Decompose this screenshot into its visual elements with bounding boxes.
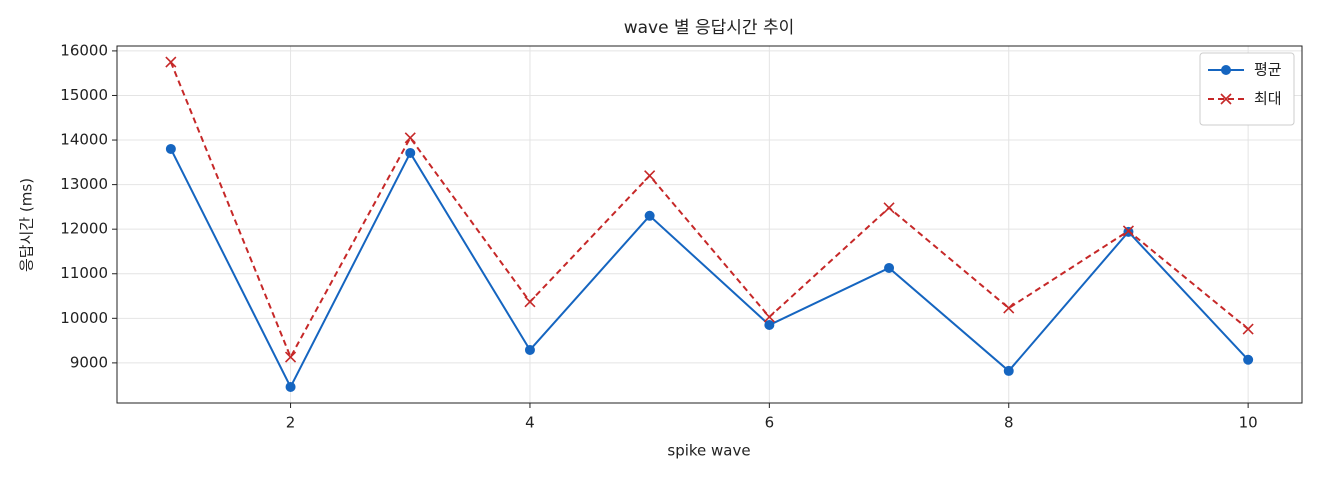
point [1003,365,1014,376]
chart-title: wave 별 응답시간 추이 [624,18,795,38]
point [285,381,296,392]
point [404,132,416,144]
point [405,147,416,158]
point [644,170,656,182]
x-tick-label: 4 [525,414,535,432]
y-tick-label: 9000 [70,353,108,371]
legend-label: 최대 [1254,90,1282,108]
x-tick-label: 6 [765,414,775,432]
y-tick-label: 12000 [60,220,108,238]
point [884,262,895,273]
y-tick-label: 10000 [60,309,108,327]
point [764,320,775,331]
series-line [169,61,1249,360]
y-axis-label: 응답시간 (ms) [18,178,36,272]
x-tick-label: 2 [286,414,296,432]
legend-marker [1220,93,1232,105]
point [644,210,655,221]
point [284,351,297,363]
point [524,344,535,355]
y-tick-label: 13000 [60,175,108,193]
point [165,143,176,154]
series-line [169,148,1249,390]
x-tick-label: 10 [1239,414,1258,432]
y-tick-label: 15000 [60,86,108,104]
legend-marker [1221,65,1231,75]
point [165,56,177,68]
point [763,311,775,323]
y-tick-label: 16000 [60,41,108,59]
plot-frame [116,45,1303,404]
y-tick-label: 11000 [60,264,108,282]
legend-label: 평균 [1254,61,1282,79]
point [1243,354,1254,365]
point [1122,225,1135,237]
point [1003,302,1015,314]
y-tick-label: 14000 [60,131,108,149]
point [1242,323,1254,335]
x-tick-label: 8 [1004,414,1014,432]
x-axis-label: spike wave [667,442,750,460]
point [883,202,895,214]
point [524,296,536,308]
